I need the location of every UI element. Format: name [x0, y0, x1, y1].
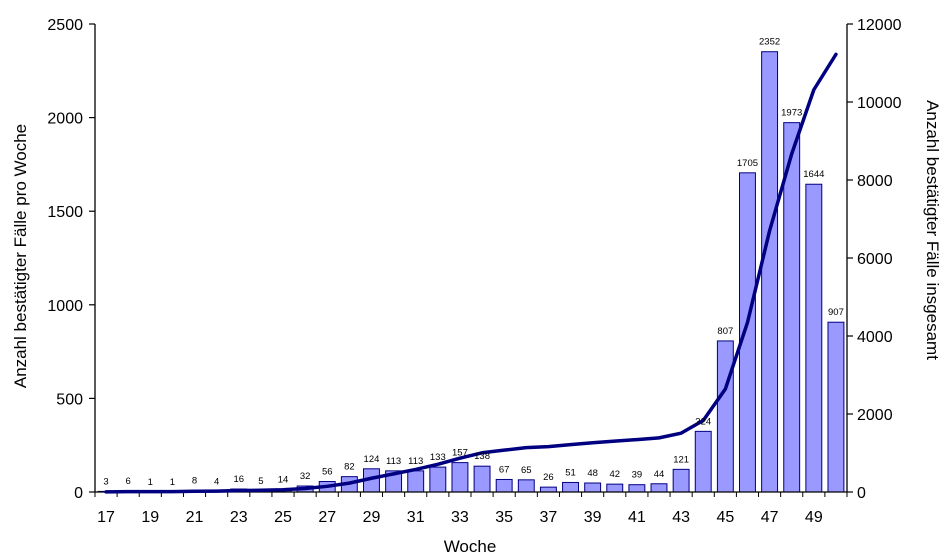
bar [716, 340, 734, 493]
data-label: 1973 [781, 108, 802, 119]
x-axis-title: Woche [444, 537, 497, 556]
bar [827, 321, 845, 493]
x-tick-label: 49 [805, 509, 823, 526]
line-layer [104, 52, 838, 494]
data-label: 26 [543, 472, 554, 483]
bar [694, 430, 712, 493]
x-tick-label: 35 [495, 509, 513, 526]
x-tick-label: 47 [761, 509, 779, 526]
data-label: 138 [474, 451, 490, 462]
bar [539, 486, 557, 493]
data-label: 5 [258, 476, 263, 487]
y-tick-label: 2000 [47, 111, 83, 128]
x-tick-label: 39 [584, 509, 602, 526]
bars-layer [97, 51, 845, 493]
bar [650, 483, 668, 493]
data-label: 113 [386, 456, 401, 467]
data-label: 8 [192, 476, 197, 487]
y2-tick-label: 10000 [857, 95, 902, 112]
data-label: 1 [170, 477, 175, 488]
data-label: 39 [632, 470, 643, 481]
data-label: 2352 [759, 37, 780, 48]
bar [429, 466, 447, 493]
y2-tick-label: 6000 [857, 251, 893, 268]
y-tick-label: 500 [56, 391, 83, 408]
x-tick-label: 25 [274, 509, 292, 526]
bar [739, 172, 756, 493]
x-tick-label: 33 [451, 509, 469, 526]
data-label: 48 [587, 468, 598, 479]
x-tick-label: 31 [407, 509, 425, 526]
cumulative-line [104, 52, 838, 494]
x-tick-label: 45 [716, 509, 734, 526]
y2-axis-title: Anzahl bestätigter Fälle insgesamt [923, 100, 942, 360]
y-tick-label: 1000 [47, 298, 83, 315]
x-tick-label: 41 [628, 509, 646, 526]
y-axis-title: Anzahl bestätigter Fälle pro Woche [11, 124, 30, 388]
axes-layer: 0 500 1000 1500 2000 2500 0 2000 4000 6000 8000 100… [47, 17, 901, 526]
data-label: 157 [452, 448, 468, 459]
y2-tick-label: 4000 [857, 329, 893, 346]
bar [672, 468, 690, 493]
data-label: 42 [609, 469, 620, 480]
data-label: 4 [214, 476, 219, 487]
y-tick-label: 0 [74, 485, 83, 502]
bar [517, 479, 535, 493]
data-label: 121 [673, 454, 689, 465]
data-label: 807 [717, 326, 733, 337]
data-label: 32 [300, 471, 311, 482]
y-tick-label: 1500 [47, 204, 83, 221]
bar [562, 481, 579, 493]
data-label: 67 [499, 464, 510, 475]
data-label: 56 [322, 467, 333, 478]
bar [761, 51, 779, 493]
x-tick-label: 43 [672, 509, 690, 526]
bar [473, 465, 491, 493]
data-label: 14 [278, 474, 289, 485]
data-label: 1644 [803, 169, 824, 180]
data-label: 1705 [737, 158, 758, 169]
bar [805, 183, 823, 493]
bar [628, 484, 646, 493]
data-label: 51 [565, 467, 576, 478]
y2-tick-label: 8000 [857, 173, 893, 190]
data-label: 65 [521, 465, 532, 476]
y2-tick-label: 2000 [857, 407, 893, 424]
bar [407, 470, 425, 493]
labels-layer: 3 6 1 1 8 4 16 5 14 32 56 82 124 113 113 133 157 138 67 65 2… [103, 37, 843, 488]
data-label: 133 [430, 452, 446, 463]
y2-tick-label: 0 [857, 485, 866, 502]
y-tick-label: 2500 [47, 17, 83, 34]
bar [584, 482, 602, 493]
data-label: 907 [828, 307, 844, 318]
data-label: 324 [695, 416, 711, 427]
x-tick-label: 29 [363, 509, 381, 526]
data-label: 16 [233, 474, 244, 485]
x-tick-label: 19 [141, 509, 159, 526]
x-tick-label: 27 [318, 509, 336, 526]
data-label: 6 [126, 476, 131, 487]
y2-tick-label: 12000 [857, 17, 902, 34]
data-label: 82 [344, 462, 355, 473]
data-label: 1 [148, 477, 153, 488]
data-label: 124 [364, 454, 380, 465]
x-tick-label: 17 [97, 509, 115, 526]
bar [606, 483, 624, 493]
bar [451, 462, 469, 493]
x-tick-label: 37 [540, 509, 558, 526]
x-tick-label: 23 [230, 509, 248, 526]
data-label: 3 [103, 476, 108, 487]
data-label: 44 [654, 469, 665, 480]
x-tick-label: 21 [186, 509, 204, 526]
bar [495, 478, 513, 493]
data-label: 113 [408, 456, 423, 467]
